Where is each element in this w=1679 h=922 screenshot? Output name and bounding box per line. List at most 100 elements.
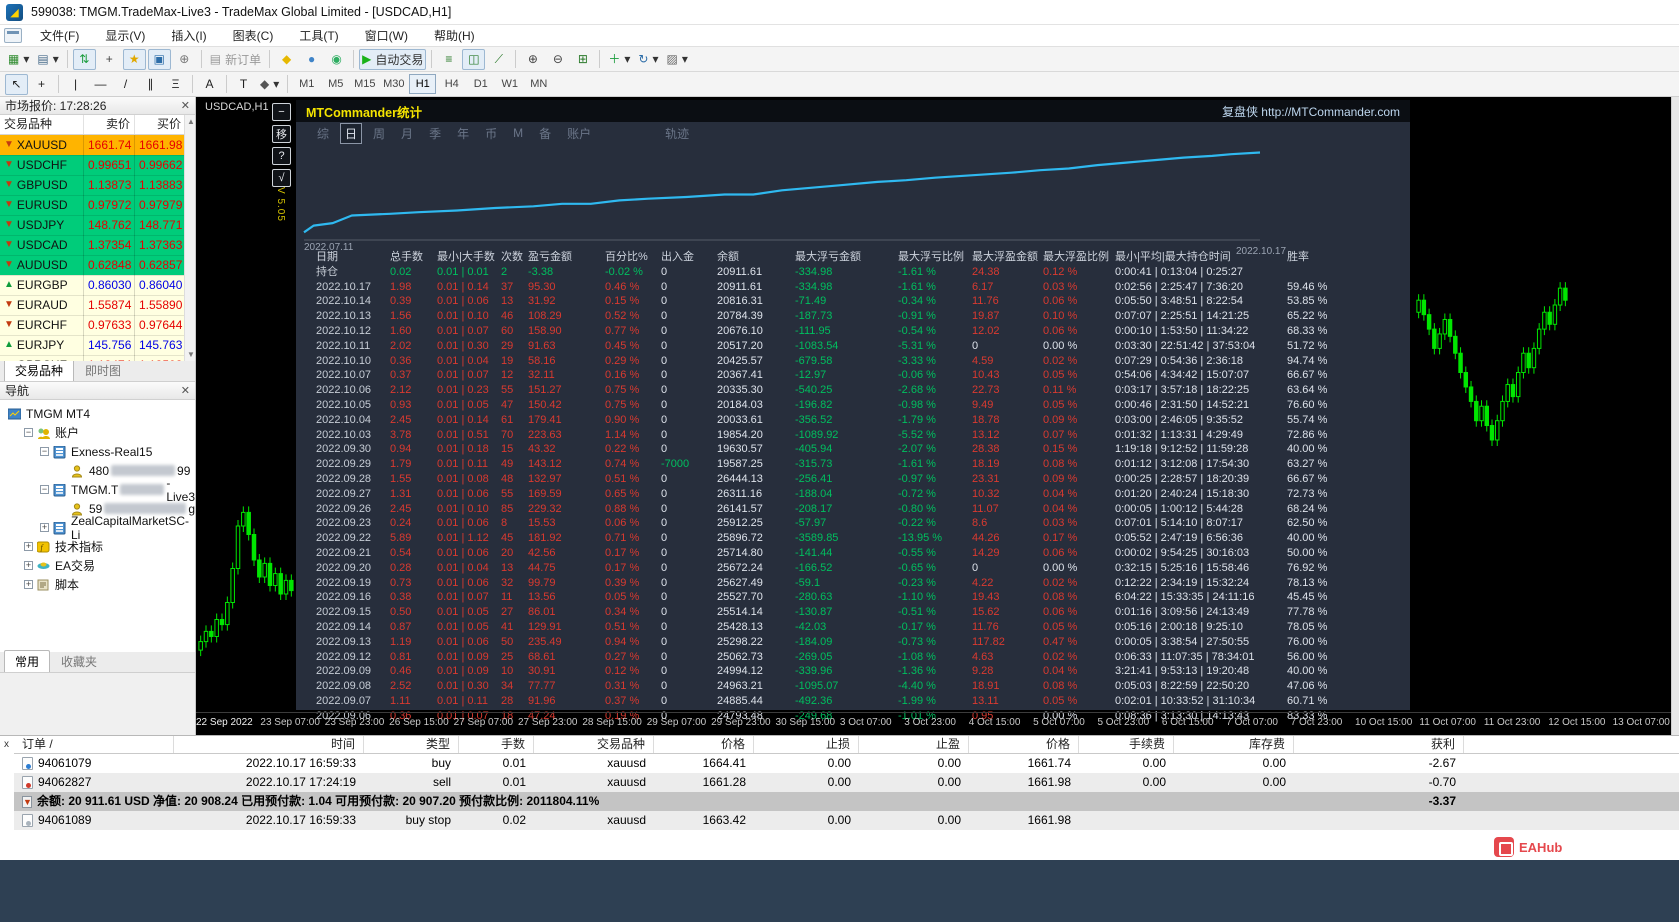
navigator-item-4[interactable]: −TMGM.T-Live3 [0,480,195,499]
chart-area[interactable]: USDCAD,H1 − 移 ? √ V 5.05 MTCommander统计 复… [196,97,1679,735]
zoom-out-button[interactable]: ⊖ [546,49,569,70]
vertical-line-tool[interactable]: | [64,74,87,95]
market-watch-row-audusd[interactable]: ▼AUDUSD0.628480.62857 [0,255,195,275]
mw-col-ask[interactable]: 买价 [135,115,186,134]
orders-col-8[interactable]: 价格 [969,736,1079,753]
horizontal-line-tool[interactable]: — [89,74,112,95]
orders-close-icon[interactable]: x [4,739,9,750]
navigator-item-6[interactable]: +ZealCapitalMarketSC-Li [0,518,195,537]
mtc-tab-币[interactable]: 币 [480,123,502,144]
text-tool[interactable]: A [198,74,221,95]
orders-col-10[interactable]: 库存费 [1174,736,1294,753]
mtc-tab-月[interactable]: 月 [396,123,418,144]
periods-button[interactable]: ↻▾ [635,49,661,70]
market-watch-row-gbpusd[interactable]: ▼GBPUSD1.138731.13883 [0,175,195,195]
timeframe-h1-button[interactable]: H1 [409,74,436,94]
tile-windows-button[interactable]: ⊞ [571,49,594,70]
new-chart-button[interactable]: ▦▾ [5,49,32,70]
orders-col-2[interactable]: 类型 [364,736,459,753]
mtc-tab-账户[interactable]: 账户 [562,123,596,144]
timeframe-m1-button[interactable]: M1 [293,74,320,94]
orders-col-1[interactable]: 时间 [174,736,364,753]
expand-box-icon[interactable]: + [24,561,33,570]
label-tool[interactable]: T [232,74,255,95]
tab-即时图[interactable]: 即时图 [74,359,132,381]
scroll-up-icon[interactable]: ▲ [187,117,195,126]
market-watch-close-icon[interactable]: ✕ [181,99,190,112]
navigator-toggle[interactable]: ★ [123,49,146,70]
menu-item-2[interactable]: 插入(I) [159,25,218,46]
market-watch-row-eurusd[interactable]: ▼EURUSD0.979720.97979 [0,195,195,215]
timeframe-w1-button[interactable]: W1 [496,74,523,94]
mtc-tab-周[interactable]: 周 [368,123,390,144]
market-watch-row-usdjpy[interactable]: ▼USDJPY148.762148.771 [0,215,195,235]
autotrading-button[interactable]: ▶自动交易 [359,49,426,70]
timeframe-h4-button[interactable]: H4 [438,74,465,94]
navigator-item-2[interactable]: −Exness-Real15 [0,442,195,461]
channel-tool[interactable]: ∥ [139,74,162,95]
metaeditor-button[interactable]: ◆ [275,49,298,70]
mtc-help-button[interactable]: ? [272,147,291,165]
navigator-item-1[interactable]: −账户 [0,423,195,442]
timeframe-m5-button[interactable]: M5 [322,74,349,94]
market-watch-row-gbpchf[interactable]: ▼GBPCHF1.134741.13503 [0,355,195,361]
mw-col-bid[interactable]: 卖价 [84,115,135,134]
market-watch-row-usdcad[interactable]: ▼USDCAD1.373541.37363 [0,235,195,255]
orders-col-4[interactable]: 交易品种 [534,736,654,753]
tab-收藏夹[interactable]: 收藏夹 [50,650,108,672]
collapse-box-icon[interactable]: − [24,428,33,437]
menu-item-5[interactable]: 窗口(W) [353,25,420,46]
market-watch-row-euraud[interactable]: ▼EURAUD1.558741.55890 [0,295,195,315]
market-watch-row-usdchf[interactable]: ▼USDCHF0.996510.99662 [0,155,195,175]
cursor-tool[interactable]: ↖ [5,74,28,95]
tab-常用[interactable]: 常用 [4,650,50,672]
menu-item-3[interactable]: 图表(C) [221,25,286,46]
orders-col-5[interactable]: 价格 [654,736,754,753]
expand-box-icon[interactable]: + [40,523,49,532]
candlestick-chart-button[interactable]: ◫ [462,49,485,70]
order-row-94062827[interactable]: 940628272022.10.17 17:24:19sell0.01xauus… [14,773,1679,792]
window-right-scrollbar[interactable] [1671,97,1679,735]
new-order-button[interactable]: ▤新订单 [207,49,264,70]
menu-item-0[interactable]: 文件(F) [28,25,91,46]
zoom-in-button[interactable]: ⊕ [521,49,544,70]
mtc-brand-link[interactable]: 复盘侠 http://MTCommander.com [1222,103,1400,120]
market-watch-row-xauusd[interactable]: ▼XAUUSD1661.741661.98 [0,135,195,155]
menu-item-6[interactable]: 帮助(H) [422,25,487,46]
mtc-minimize-button[interactable]: − [272,103,291,121]
market-watch-row-eurchf[interactable]: ▼EURCHF0.976330.97644 [0,315,195,335]
crosshair-tool[interactable]: + [30,74,53,95]
menu-item-1[interactable]: 显示(V) [93,25,157,46]
mtc-titlebar[interactable]: MTCommander统计 复盘侠 http://MTCommander.com [296,100,1410,122]
timeframe-mn-button[interactable]: MN [525,74,552,94]
bar-chart-button[interactable]: ≡ [437,49,460,70]
mtc-tab-M[interactable]: M [508,124,528,142]
data-window-toggle[interactable]: + [98,49,121,70]
orders-col-0[interactable]: 订单 / [14,736,174,753]
market-watch-toggle[interactable]: ⇅ [73,49,96,70]
timeframe-m30-button[interactable]: M30 [380,74,407,94]
order-row-94061089[interactable]: 940610892022.10.17 16:59:33buy stop0.02x… [14,811,1679,830]
order-row-94061079[interactable]: 940610792022.10.17 16:59:33buy0.01xauusd… [14,754,1679,773]
mtc-tab-备[interactable]: 备 [534,123,556,144]
navigator-item-9[interactable]: +脚本 [0,575,195,594]
scroll-down-icon[interactable]: ▼ [187,350,195,359]
orders-col-9[interactable]: 手续费 [1079,736,1174,753]
navigator-close-icon[interactable]: ✕ [181,384,190,397]
orders-col-3[interactable]: 手数 [459,736,534,753]
expand-box-icon[interactable]: + [24,580,33,589]
navigator-item-8[interactable]: +EA交易 [0,556,195,575]
arrows-tool[interactable]: ◆▾ [257,74,282,95]
mtc-tab-综[interactable]: 综 [312,123,334,144]
mtc-tab-轨迹[interactable]: 轨迹 [660,123,694,144]
indicators-button[interactable]: ＋▾ [605,49,633,70]
menu-item-4[interactable]: 工具(T) [287,25,350,46]
fibonacci-tool[interactable]: Ξ [164,74,187,95]
mql5-button[interactable]: ◉ [325,49,348,70]
expand-box-icon[interactable]: + [24,542,33,551]
trendline-tool[interactable]: / [114,74,137,95]
templates-button[interactable]: ▨▾ [664,49,691,70]
strategy-tester-toggle[interactable]: ⊕ [173,49,196,70]
timeframe-m15-button[interactable]: M15 [351,74,378,94]
mtc-tab-年[interactable]: 年 [452,123,474,144]
